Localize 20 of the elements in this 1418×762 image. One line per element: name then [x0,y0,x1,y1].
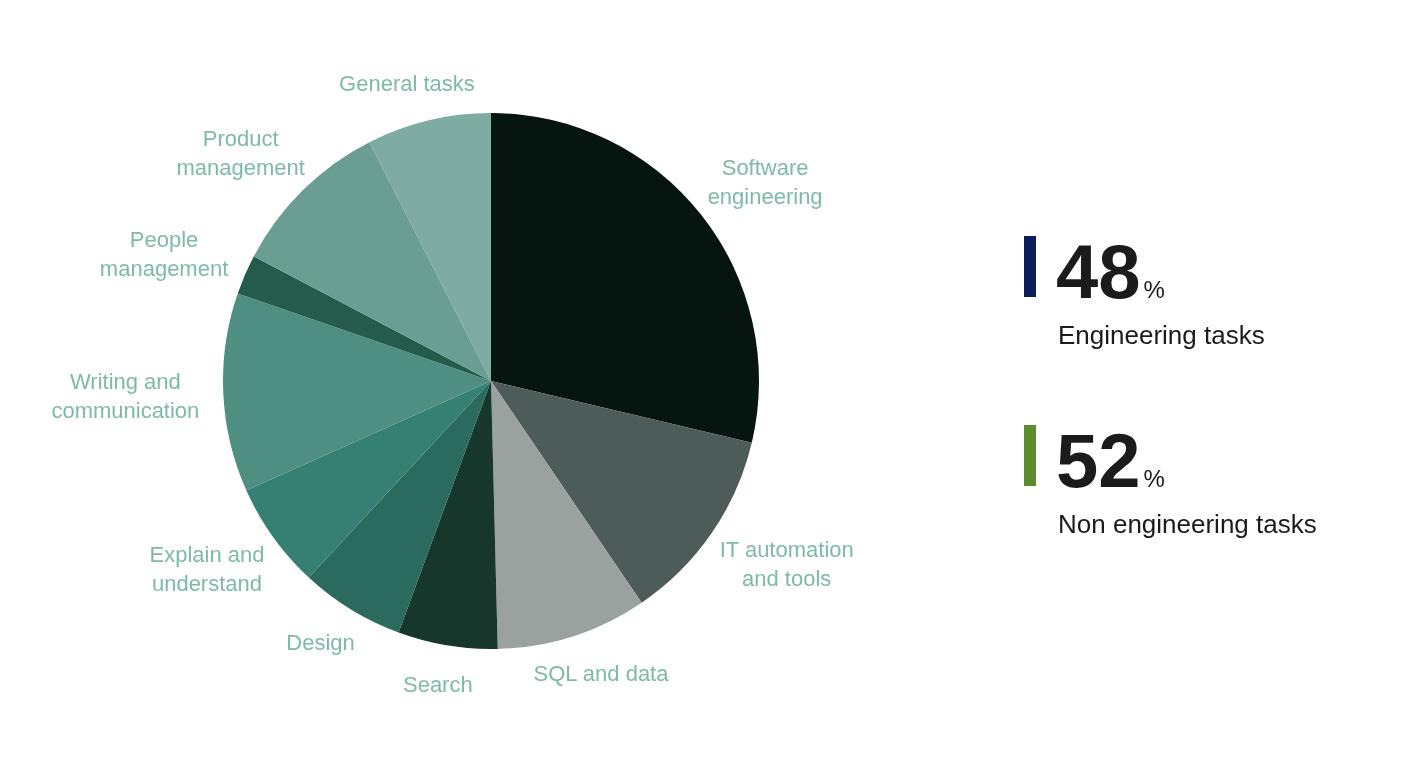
slice-label: Explain and understand [149,541,265,596]
pie-slice [237,256,491,381]
pie-slice [223,293,491,491]
pie-slice [398,381,498,649]
slice-label: SQL and data [533,660,670,686]
slice-label: Search [402,671,473,697]
slice-label: IT automation and tools [719,536,854,591]
category-label: Non engineering tasks [1058,509,1317,539]
category-label: Engineering tasks [1058,320,1265,350]
data-label: 52% [1056,418,1165,503]
slice-label: Software engineering [707,155,823,210]
slice-label: Design [286,630,355,656]
pie-slice [491,381,642,649]
slice-label: Product management [176,126,305,181]
slice-label: General tasks [339,71,475,97]
slice-label: Writing and communication [51,368,200,423]
pie-slice [369,113,491,381]
data-label: 48% [1056,229,1165,314]
pie-slice [308,381,491,633]
slice-label: People management [99,227,229,282]
